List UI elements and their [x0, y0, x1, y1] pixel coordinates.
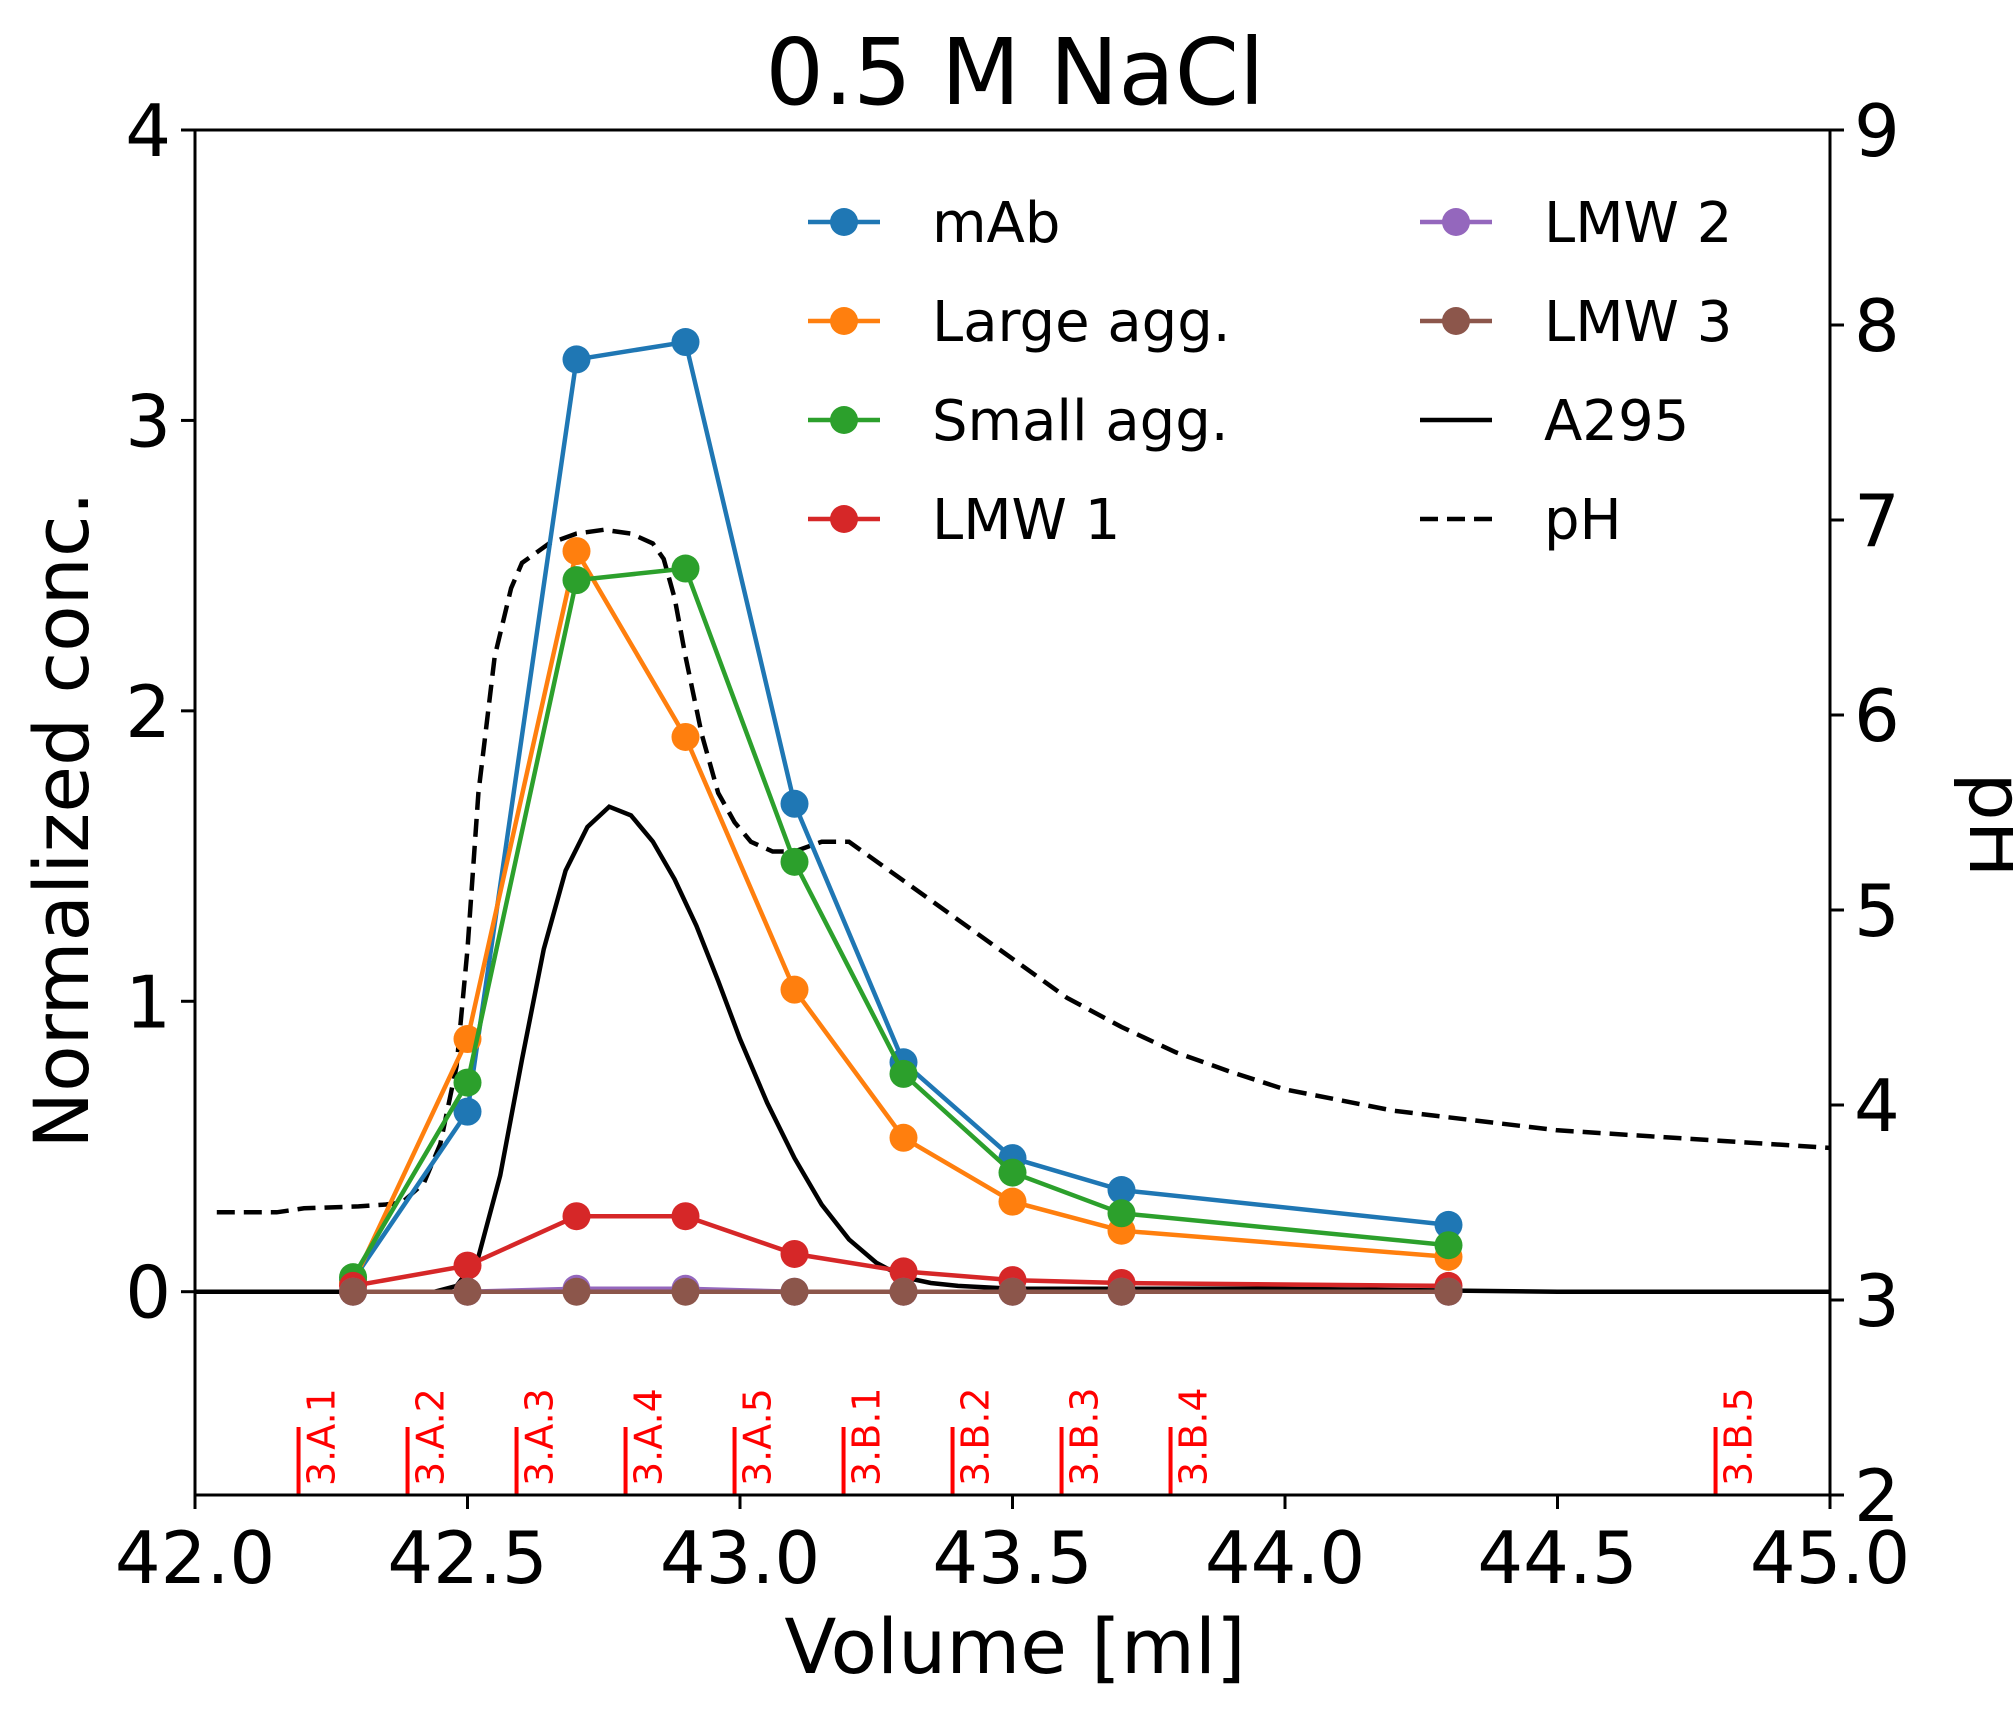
y2-tick-label: 3: [1854, 1259, 1900, 1343]
data-point-mab: [1434, 1210, 1463, 1239]
fraction-label: 3.B.5: [1717, 1387, 1761, 1486]
y2-axis-label: pH: [1952, 772, 2013, 877]
legend-label: mAb: [932, 191, 1060, 256]
legend: mAb Large agg. Small agg. LMW 1 LMW 2 LMW 3 A2…: [808, 191, 1732, 553]
y2-tick-label: 9: [1854, 89, 1900, 173]
data-point-lmw-1: [671, 1202, 700, 1231]
y-tick-label: 0: [125, 1251, 171, 1335]
legend-label: Large agg.: [932, 290, 1231, 355]
y2-tick-label: 2: [1854, 1454, 1900, 1538]
x-tick-label: 43.0: [660, 1516, 820, 1600]
y2-tick-label: 8: [1854, 284, 1900, 368]
series-line-large-agg: [350, 545, 1449, 1284]
y-tick-label: 4: [125, 89, 171, 173]
data-point-lmw-3: [889, 1277, 918, 1306]
data-point-lmw-1: [453, 1251, 482, 1280]
legend-item-ph: pH: [1420, 488, 1622, 553]
data-point-small-agg: [889, 1059, 918, 1088]
y-tick-label: 1: [125, 960, 171, 1044]
legend-item-small-agg: Small agg.: [808, 389, 1229, 454]
data-point-lmw-3: [339, 1277, 368, 1306]
ph-line: [216, 527, 1831, 1215]
data-point-lmw-3: [671, 1277, 700, 1306]
y2-tick-label: 5: [1854, 869, 1900, 953]
series-line-small-agg: [351, 566, 1449, 1279]
fraction-label: 3.A.3: [518, 1388, 562, 1486]
legend-item-large-agg: Large agg.: [808, 290, 1231, 355]
fraction-label: 3.B.3: [1063, 1387, 1107, 1486]
legend-item-lmw-3: LMW 3: [1420, 290, 1732, 355]
data-point-lmw-3: [1107, 1277, 1136, 1306]
x-tick-label: 43.5: [932, 1516, 1092, 1600]
x-tick-label: 44.5: [1477, 1516, 1637, 1600]
fraction-label: 3.A.1: [300, 1388, 344, 1486]
fraction-label: 3.A.5: [736, 1388, 780, 1486]
x-tick-label: 42.0: [115, 1516, 275, 1600]
fraction-label: 3.B.1: [845, 1387, 889, 1486]
data-point-mab: [780, 789, 809, 818]
legend-item-lmw-1: LMW 1: [808, 488, 1120, 553]
legend-item-a295: A295: [1420, 389, 1689, 454]
data-point-small-agg: [562, 566, 591, 595]
x-axis-label: Volume [ml]: [784, 1602, 1245, 1691]
data-point-large-agg: [780, 975, 809, 1004]
data-point-lmw-3: [780, 1277, 809, 1306]
x-tick-label: 42.5: [387, 1516, 547, 1600]
data-point-mab: [562, 345, 591, 374]
chart-title: 0.5 M NaCl: [765, 19, 1264, 126]
a295-line: [195, 804, 1830, 1294]
legend-marker: [830, 406, 858, 434]
legend-item-lmw-2: LMW 2: [1420, 191, 1732, 256]
data-point-small-agg: [780, 847, 809, 876]
data-point-lmw-3: [1434, 1277, 1463, 1306]
legend-label: pH: [1544, 488, 1622, 553]
legend-label: LMW 3: [1544, 290, 1732, 355]
data-point-small-agg: [671, 554, 700, 583]
data-point-lmw-1: [780, 1239, 809, 1268]
y-axis-label: Normalized conc.: [17, 491, 106, 1149]
data-point-small-agg: [998, 1158, 1027, 1187]
data-point-mab: [671, 328, 700, 357]
y-tick-label: 2: [125, 670, 171, 754]
data-point-small-agg: [1107, 1199, 1136, 1228]
y2-tick-label: 4: [1854, 1064, 1900, 1148]
fraction-label: 3.A.2: [409, 1388, 453, 1486]
legend-marker: [830, 505, 858, 533]
legend-label: A295: [1544, 389, 1689, 454]
y2-tick-label: 7: [1854, 479, 1900, 563]
y2-tick-label: 6: [1854, 674, 1900, 758]
legend-marker: [1442, 208, 1470, 236]
x-tick-label: 45.0: [1750, 1516, 1910, 1600]
data-point-lmw-3: [998, 1277, 1027, 1306]
data-point-large-agg: [562, 537, 591, 566]
data-point-large-agg: [671, 722, 700, 751]
data-point-small-agg: [1434, 1231, 1463, 1260]
legend-label: Small agg.: [932, 389, 1229, 454]
legend-label: LMW 1: [932, 488, 1120, 553]
data-point-mab: [1107, 1176, 1136, 1205]
data-point-large-agg: [889, 1123, 918, 1152]
legend-marker: [830, 307, 858, 335]
fraction-label: 3.A.4: [627, 1388, 671, 1486]
legend-marker: [1442, 307, 1470, 335]
data-point-lmw-1: [562, 1202, 591, 1231]
data-point-lmw-3: [562, 1277, 591, 1306]
legend-label: LMW 2: [1544, 191, 1732, 256]
data-point-mab: [453, 1097, 482, 1126]
data-point-lmw-3: [453, 1277, 482, 1306]
legend-marker: [830, 208, 858, 236]
x-tick-label: 44.0: [1205, 1516, 1365, 1600]
fraction-label: 3.B.4: [1172, 1387, 1216, 1486]
legend-item-mab: mAb: [808, 191, 1060, 256]
plot-area: 3.A.1 3.A.2 3.A.3 3.A.4 3.A.5 3.B.1 3.B.2 3.B.3…: [115, 89, 1910, 1600]
fraction-label: 3.B.2: [954, 1387, 998, 1486]
data-point-large-agg: [998, 1187, 1027, 1216]
y-tick-label: 3: [125, 379, 171, 463]
data-point-lmw-1: [889, 1257, 918, 1286]
data-point-small-agg: [453, 1068, 482, 1097]
